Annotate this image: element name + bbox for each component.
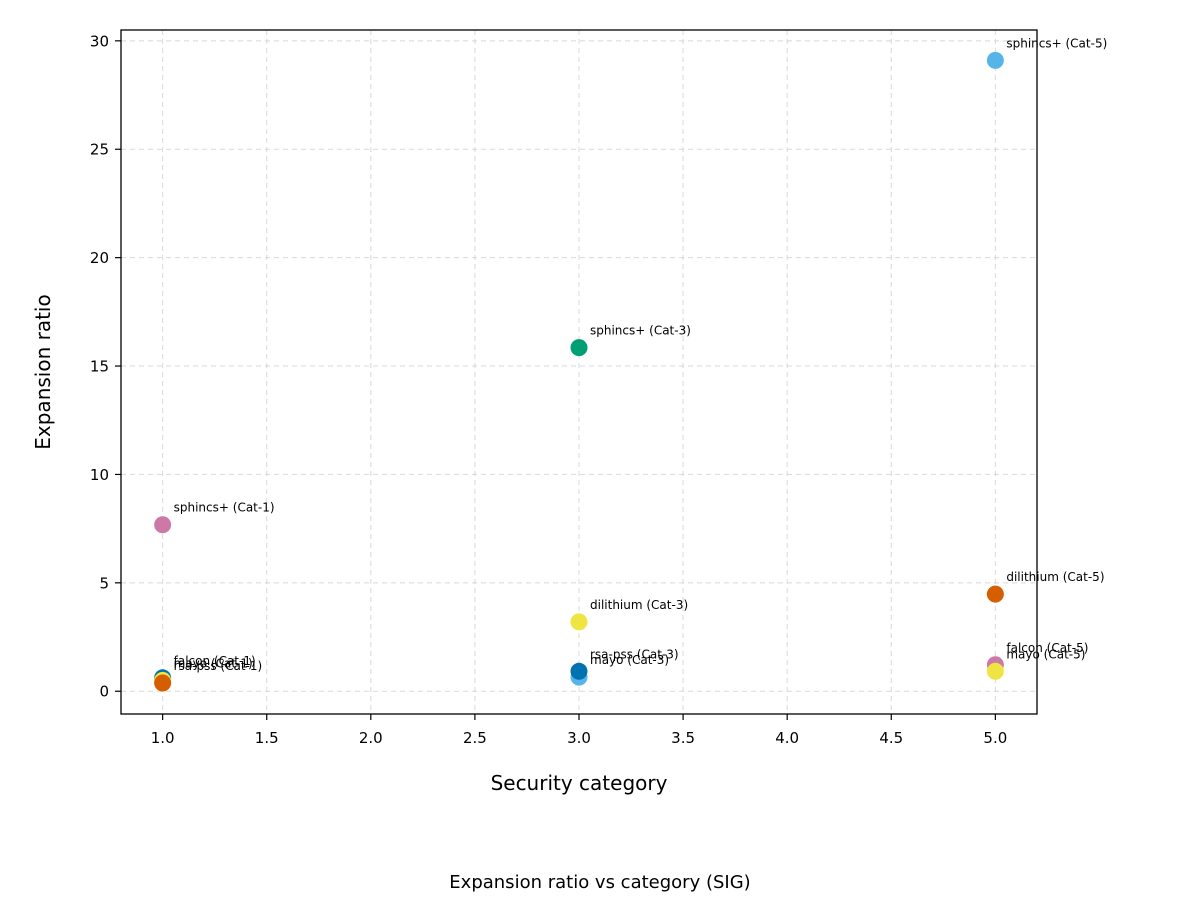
data-point-labels: sphincs+ (Cat-5) sphincs+ (Cat-3) sphincs+… — [174, 36, 1108, 673]
x-tick-label: 3.5 — [671, 729, 695, 747]
y-tick-label: 0 — [99, 683, 109, 701]
y-axis-ticks: 0 5 10 15 20 25 30 — [90, 32, 121, 701]
data-point-label: falcon (Cat-1) — [174, 654, 256, 668]
data-point-label: mayo (Cat-1) — [174, 656, 253, 670]
data-point-label: dilithium (Cat-5) — [1006, 570, 1104, 584]
y-tick-label: 15 — [90, 358, 109, 376]
data-point — [986, 51, 1004, 69]
y-tick-label: 25 — [90, 141, 109, 159]
y-tick-label: 10 — [90, 466, 109, 484]
y-tick-label: 5 — [99, 574, 109, 592]
data-point-label: sphincs+ (Cat-3) — [590, 324, 691, 338]
grid — [121, 30, 1037, 714]
data-point-label: mayo (Cat-5) — [1006, 647, 1085, 661]
data-point-label: rsa-pss (Cat-1) — [174, 659, 263, 673]
y-tick-label: 20 — [90, 249, 109, 267]
x-tick-label: 4.0 — [775, 729, 799, 747]
data-point — [570, 662, 588, 680]
data-points — [154, 51, 1004, 692]
x-tick-label: 3.0 — [567, 729, 591, 747]
data-point — [154, 674, 172, 692]
data-point-label: mayo (Cat-3) — [590, 653, 669, 667]
data-point — [570, 339, 588, 357]
x-tick-label: 2.5 — [463, 729, 487, 747]
y-axis-label: Expansion ratio — [31, 294, 55, 449]
y-tick-label: 30 — [90, 32, 109, 50]
chart-caption: Expansion ratio vs category (SIG) — [449, 872, 750, 893]
x-tick-label: 5.0 — [983, 729, 1007, 747]
data-point — [986, 662, 1004, 680]
x-tick-label: 1.5 — [255, 729, 279, 747]
data-point-label: sphincs+ (Cat-5) — [1006, 36, 1107, 50]
x-tick-label: 4.5 — [879, 729, 903, 747]
x-tick-label: 2.0 — [359, 729, 383, 747]
x-tick-label: 1.0 — [151, 729, 175, 747]
x-axis-ticks: 1.0 1.5 2.0 2.5 3.0 3.5 4.0 4.5 5.0 — [151, 714, 1007, 747]
data-point-label: dilithium (Cat-3) — [590, 598, 688, 612]
data-point — [986, 585, 1004, 603]
data-point-label: falcon (Cat-5) — [1006, 641, 1088, 655]
x-axis-label: Security category — [491, 771, 668, 795]
data-point — [154, 516, 172, 534]
data-point-label: rsa-pss (Cat-3) — [590, 647, 679, 661]
data-point-label: sphincs+ (Cat-1) — [174, 501, 275, 515]
data-point — [570, 613, 588, 631]
